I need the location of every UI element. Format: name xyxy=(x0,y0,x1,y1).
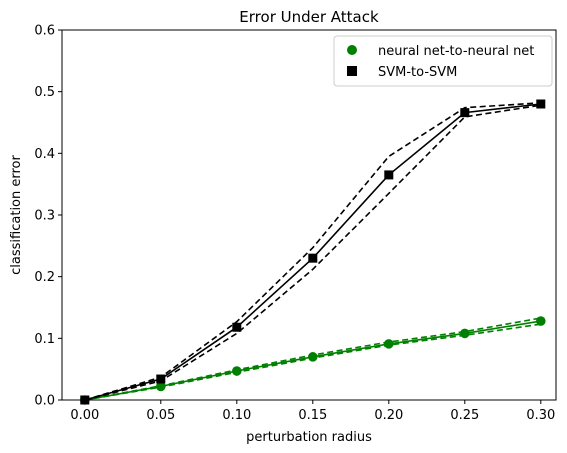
x-tick-label: 0.20 xyxy=(374,408,403,423)
series-nn-point xyxy=(536,316,546,326)
x-axis-label: perturbation radius xyxy=(246,430,372,445)
y-axis-ticks: 0.0 0.1 0.2 0.3 0.4 0.5 0.6 xyxy=(34,24,62,409)
y-tick-label: 0.1 xyxy=(34,332,55,347)
legend: neural net-to-neural net SVM-to-SVM xyxy=(333,35,553,87)
series-nn-point xyxy=(384,339,394,349)
y-tick-label: 0.0 xyxy=(34,394,55,409)
x-tick-label: 0.00 xyxy=(70,408,99,423)
series-nn-point xyxy=(308,352,318,362)
x-axis-ticks: 0.00 0.05 0.10 0.15 0.20 0.25 0.30 xyxy=(70,400,555,423)
x-tick-label: 0.30 xyxy=(526,408,555,423)
series-svm-point xyxy=(308,253,318,263)
y-tick-label: 0.6 xyxy=(34,24,55,39)
plot-content xyxy=(80,99,546,405)
x-tick-label: 0.25 xyxy=(450,408,479,423)
series-svm-point xyxy=(232,322,242,332)
series-nn-point xyxy=(232,366,242,376)
x-tick-label: 0.15 xyxy=(298,408,327,423)
series-svm-point xyxy=(156,374,166,384)
series-nn-point xyxy=(156,381,166,392)
series-svm-point xyxy=(384,170,394,180)
y-tick-label: 0.4 xyxy=(34,147,55,162)
y-tick-label: 0.5 xyxy=(34,85,55,100)
series-svm-point xyxy=(536,99,546,109)
series-nn-lower-bound xyxy=(84,323,541,401)
legend-marker-nn xyxy=(347,45,357,55)
series-nn-point xyxy=(460,328,470,339)
chart-title: Error Under Attack xyxy=(239,8,379,26)
y-axis-label: classification error xyxy=(9,155,24,275)
legend-label-nn: neural net-to-neural net xyxy=(378,44,534,59)
legend-marker-svm xyxy=(347,66,357,76)
y-tick-label: 0.2 xyxy=(34,270,55,285)
series-svm-point xyxy=(460,108,470,118)
legend-label-svm: SVM-to-SVM xyxy=(378,65,457,80)
legend-box xyxy=(333,35,553,87)
y-tick-label: 0.3 xyxy=(34,209,55,224)
x-tick-label: 0.10 xyxy=(222,408,251,423)
x-tick-label: 0.05 xyxy=(146,408,175,423)
